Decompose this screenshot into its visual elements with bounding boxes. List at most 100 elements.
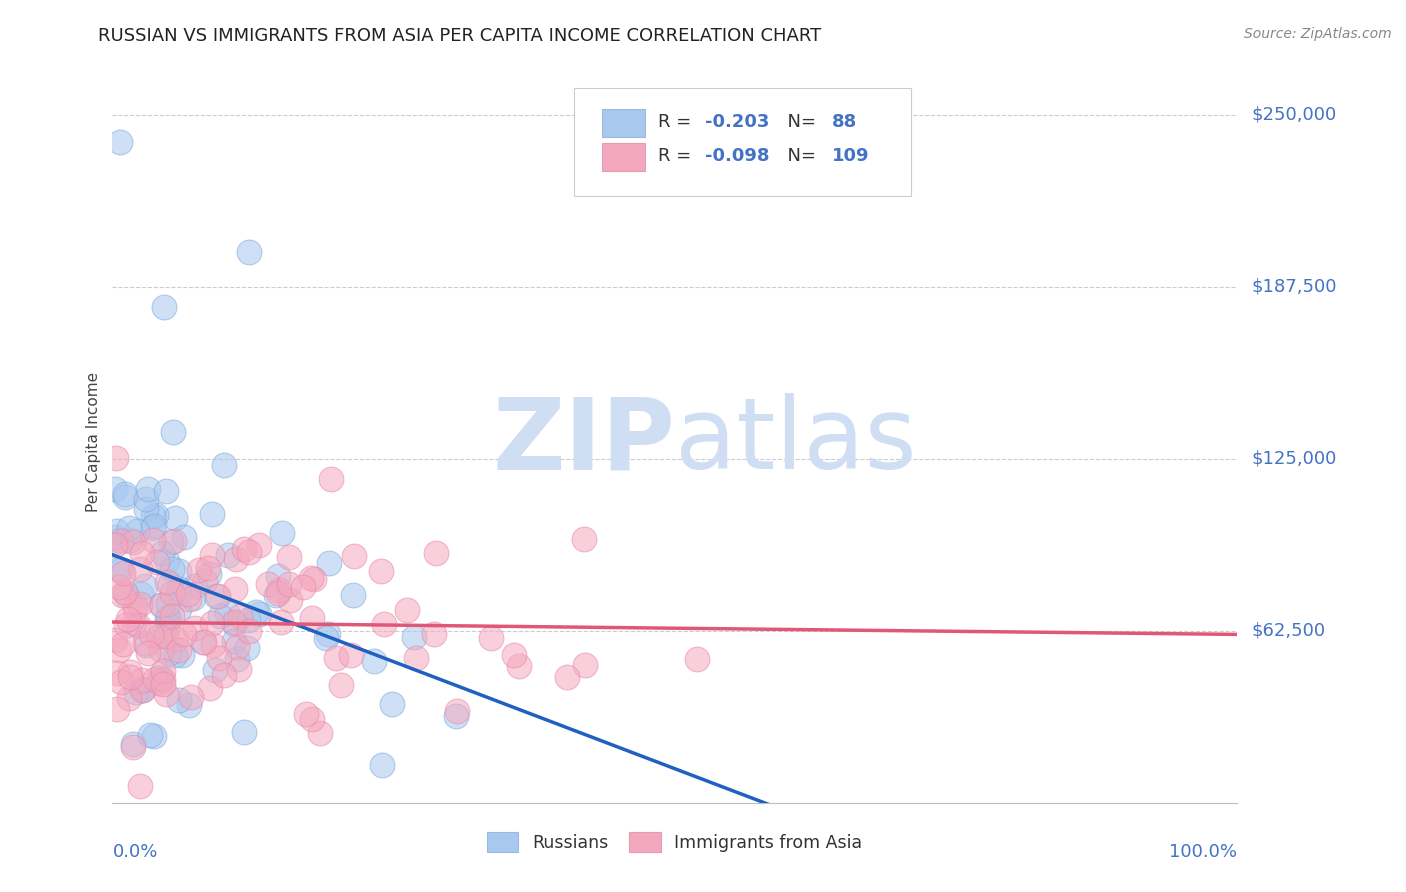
Point [104,482,127,496]
Point [173,627,195,641]
Point [177,698,200,712]
Point [159,576,181,591]
Point [135,502,157,516]
Point [156,618,179,632]
Point [124,599,146,613]
Point [135,492,157,507]
Point [277,550,299,565]
Point [150,546,173,560]
Point [163,511,186,525]
Point [148,629,170,643]
Point [148,675,170,690]
Point [301,611,323,625]
Point [169,602,191,616]
Point [479,631,502,645]
Text: Source: ZipAtlas.com: Source: ZipAtlas.com [1244,27,1392,41]
Point [270,615,292,629]
Point [131,546,153,560]
Point [215,606,238,620]
Point [145,508,167,522]
Point [371,758,394,772]
Point [291,580,314,594]
Point [226,651,249,665]
Point [105,665,128,680]
Point [120,533,142,547]
Point [167,564,190,578]
Point [197,561,219,575]
Point [128,779,150,793]
Point [370,564,392,578]
Y-axis label: Per Capita Income: Per Capita Income [86,371,101,512]
Text: atlas: atlas [675,393,917,490]
Point [110,588,132,602]
Point [155,484,177,499]
Text: R =: R = [658,147,697,165]
Point [152,627,174,641]
Point [183,621,205,635]
Point [222,615,245,630]
Point [205,589,228,603]
Point [152,677,174,691]
Point [122,615,145,630]
Point [149,598,172,612]
Point [142,509,165,524]
Point [114,490,136,504]
Point [136,483,159,497]
Point [173,530,195,544]
Point [208,608,231,623]
Point [405,651,427,665]
Point [110,534,132,549]
Point [187,563,209,577]
Text: 100.0%: 100.0% [1170,843,1237,861]
Point [235,640,257,655]
Point [264,588,287,602]
Point [152,665,174,679]
Point [162,608,184,623]
Point [141,520,163,534]
Point [204,663,226,677]
Point [245,605,267,619]
Point [108,135,131,149]
Point [104,538,127,552]
Point [404,630,426,644]
FancyBboxPatch shape [602,109,644,136]
Text: -0.098: -0.098 [706,147,769,165]
Point [150,599,173,613]
Point [247,607,270,622]
Text: -0.203: -0.203 [706,113,769,131]
Point [105,702,128,716]
Point [132,682,155,697]
Point [167,582,190,597]
Point [156,611,179,625]
Point [425,546,447,560]
FancyBboxPatch shape [602,143,644,170]
Point [278,593,301,607]
Point [129,562,152,576]
Point [160,585,183,599]
Point [686,652,709,666]
Point [233,541,256,556]
Point [321,472,343,486]
Point [395,603,418,617]
Point [108,562,131,576]
Point [105,524,128,538]
Point [572,532,595,546]
Point [149,670,172,684]
Point [198,566,221,581]
Point [107,580,129,594]
Text: RUSSIAN VS IMMIGRANTS FROM ASIA PER CAPITA INCOME CORRELATION CHART: RUSSIAN VS IMMIGRANTS FROM ASIA PER CAPI… [98,27,821,45]
Point [257,576,280,591]
Point [122,535,145,549]
Point [318,556,340,570]
Point [225,551,247,566]
Point [446,705,468,719]
Point [201,638,224,652]
Point [236,613,259,627]
Point [111,566,134,580]
Point [131,683,153,698]
Point [157,610,180,624]
Point [294,707,316,722]
Point [247,538,270,552]
Point [139,728,162,742]
Legend: Russians, Immigrants from Asia: Russians, Immigrants from Asia [481,825,869,859]
